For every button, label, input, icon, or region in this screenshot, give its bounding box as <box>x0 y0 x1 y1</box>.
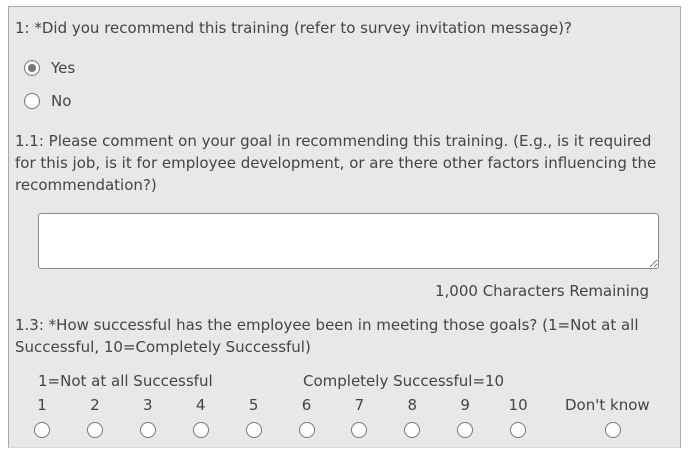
question-1-1-label: 1.1: Please comment on your goal in reco… <box>15 132 657 194</box>
radio-scale-8[interactable] <box>404 422 421 438</box>
radio-scale-2[interactable] <box>86 422 103 438</box>
high-anchor-label: Completely Successful=10 <box>303 372 505 390</box>
scale-number-2: 2 <box>90 396 100 414</box>
radio-scale-9[interactable] <box>457 422 474 438</box>
radio-no[interactable] <box>24 93 40 109</box>
radio-scale-5[interactable] <box>245 422 262 438</box>
radio-yes[interactable] <box>24 60 40 76</box>
question-1-3-label: 1.3: *How successful has the employee be… <box>15 316 639 356</box>
radio-dont-know[interactable] <box>605 422 621 438</box>
scale-number-5: 5 <box>248 396 259 414</box>
radio-scale-4[interactable] <box>192 422 209 438</box>
scale-number-7: 7 <box>354 396 365 414</box>
characters-remaining: 1,000 Characters Remaining <box>435 282 649 300</box>
scale-number-10: 10 <box>508 396 528 414</box>
radio-scale-3[interactable] <box>139 422 156 438</box>
scale-number-8: 8 <box>407 396 418 414</box>
dont-know-label: Don't know <box>565 396 650 414</box>
radio-scale-7[interactable] <box>351 422 368 438</box>
radio-scale-1[interactable] <box>34 422 50 438</box>
radio-scale-6[interactable] <box>298 422 315 438</box>
option-no-label: No <box>51 92 72 110</box>
scale-number-6: 6 <box>301 396 312 414</box>
scale-number-4: 4 <box>195 396 206 414</box>
scale-number-9: 9 <box>460 396 470 414</box>
radio-scale-10[interactable] <box>510 422 527 438</box>
question-1-label: 1: *Did you recommend this training (ref… <box>15 19 572 37</box>
option-yes-label: Yes <box>51 59 76 77</box>
low-anchor-label: 1=Not at all Successful <box>38 372 213 390</box>
scale-number-3: 3 <box>143 396 153 414</box>
scale-number-1: 1 <box>37 396 47 414</box>
comment-textarea[interactable] <box>38 213 659 269</box>
